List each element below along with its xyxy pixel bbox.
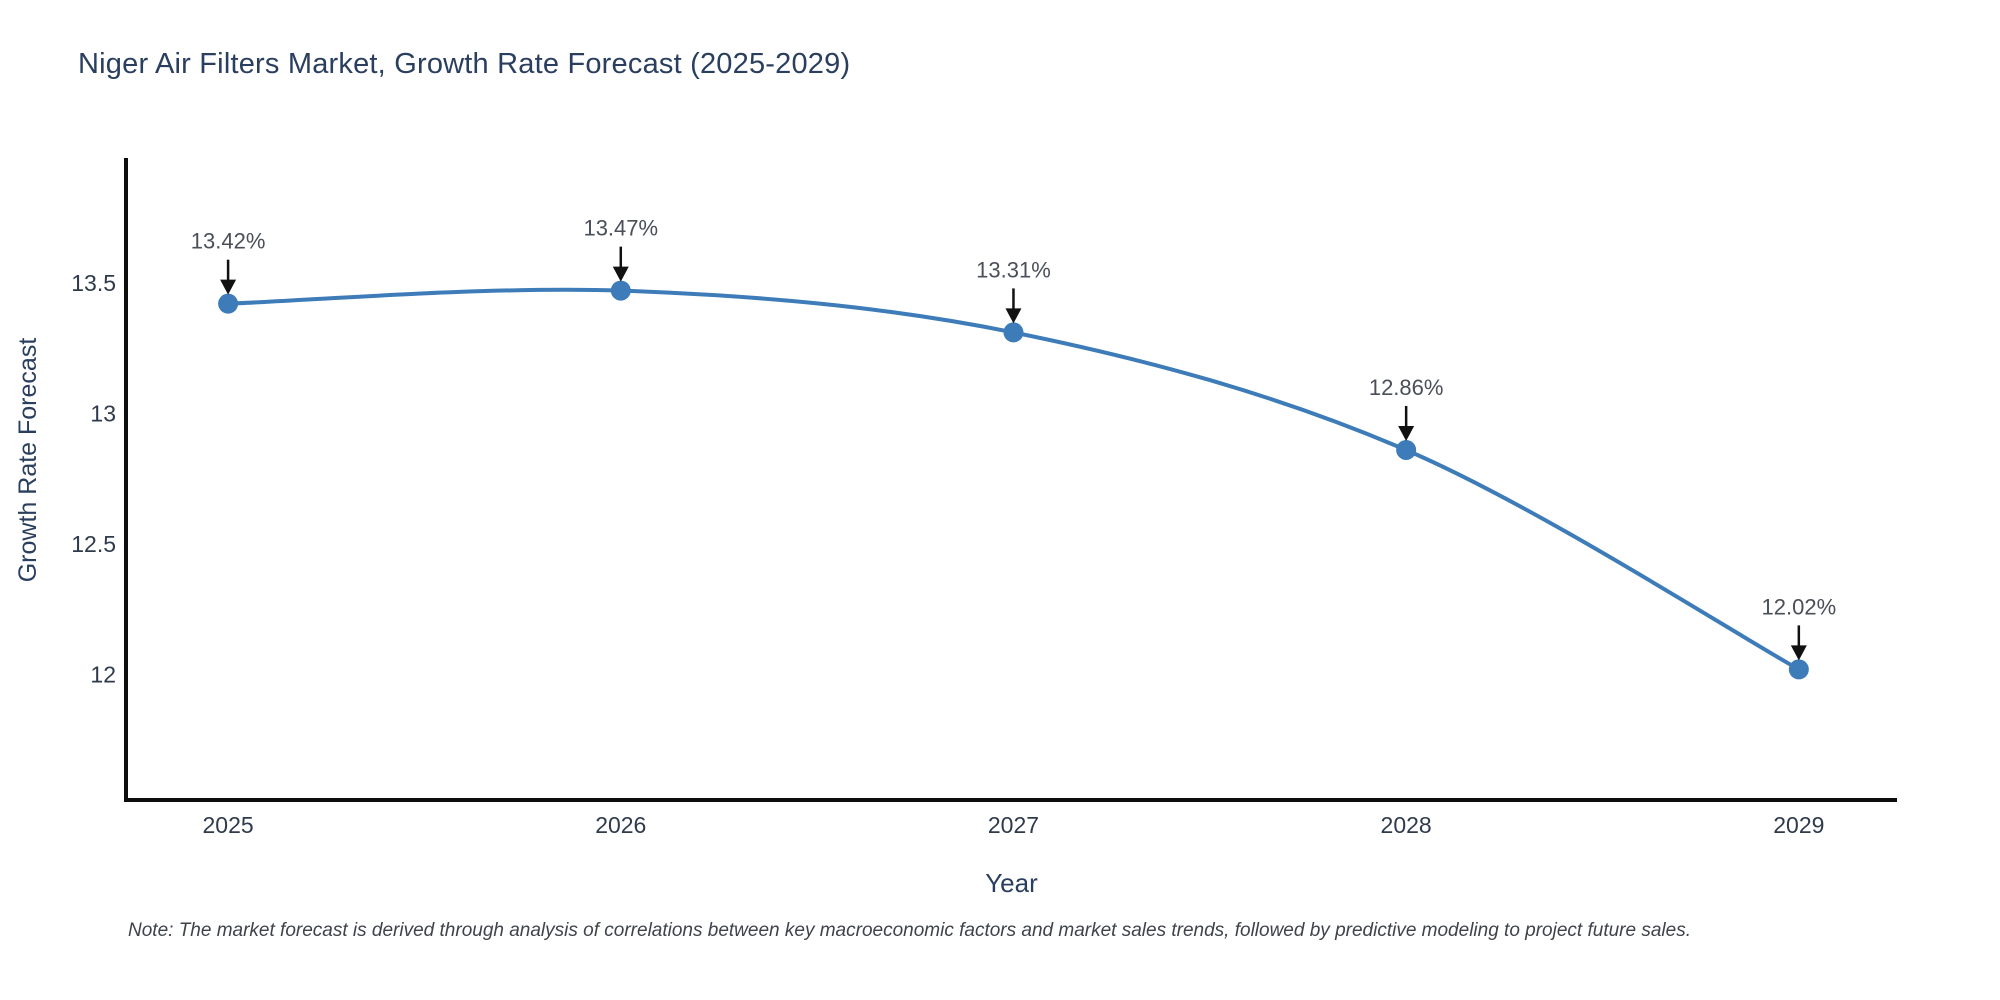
annotation-arrow-head xyxy=(1398,425,1415,441)
x-tick-label: 2027 xyxy=(988,812,1039,838)
data-point-marker[interactable] xyxy=(1788,659,1809,680)
data-point-marker[interactable] xyxy=(1003,322,1024,343)
trend-line xyxy=(226,287,1801,672)
x-axis-title: Year xyxy=(985,868,1038,898)
chart-title: Niger Air Filters Market, Growth Rate Fo… xyxy=(78,48,851,80)
point-value-label: 13.42% xyxy=(191,229,266,254)
y-tick-label: 12 xyxy=(90,662,116,688)
x-tick-label: 2025 xyxy=(203,812,254,838)
footnote: Note: The market forecast is derived thr… xyxy=(128,920,1691,941)
point-value-label: 13.31% xyxy=(976,257,1051,282)
x-tick-label: 2029 xyxy=(1773,812,1824,838)
x-tick-label: 2028 xyxy=(1381,812,1432,838)
annotation-arrow-head xyxy=(612,266,629,282)
data-point-marker[interactable] xyxy=(1396,439,1417,460)
point-value-label: 12.86% xyxy=(1369,375,1444,400)
y-tick-label: 13 xyxy=(90,400,116,426)
data-point-marker[interactable] xyxy=(610,280,631,301)
y-tick-label: 13.5 xyxy=(71,270,116,296)
x-tick-label: 2026 xyxy=(595,812,646,838)
annotation-arrow-head xyxy=(1790,645,1807,661)
data-point-marker[interactable] xyxy=(218,293,239,314)
y-tick-label: 12.5 xyxy=(71,531,116,557)
point-value-label: 12.02% xyxy=(1762,594,1837,619)
annotation-arrow-head xyxy=(220,279,237,295)
point-value-label: 13.47% xyxy=(583,216,658,241)
annotation-arrow-head xyxy=(1005,308,1022,324)
